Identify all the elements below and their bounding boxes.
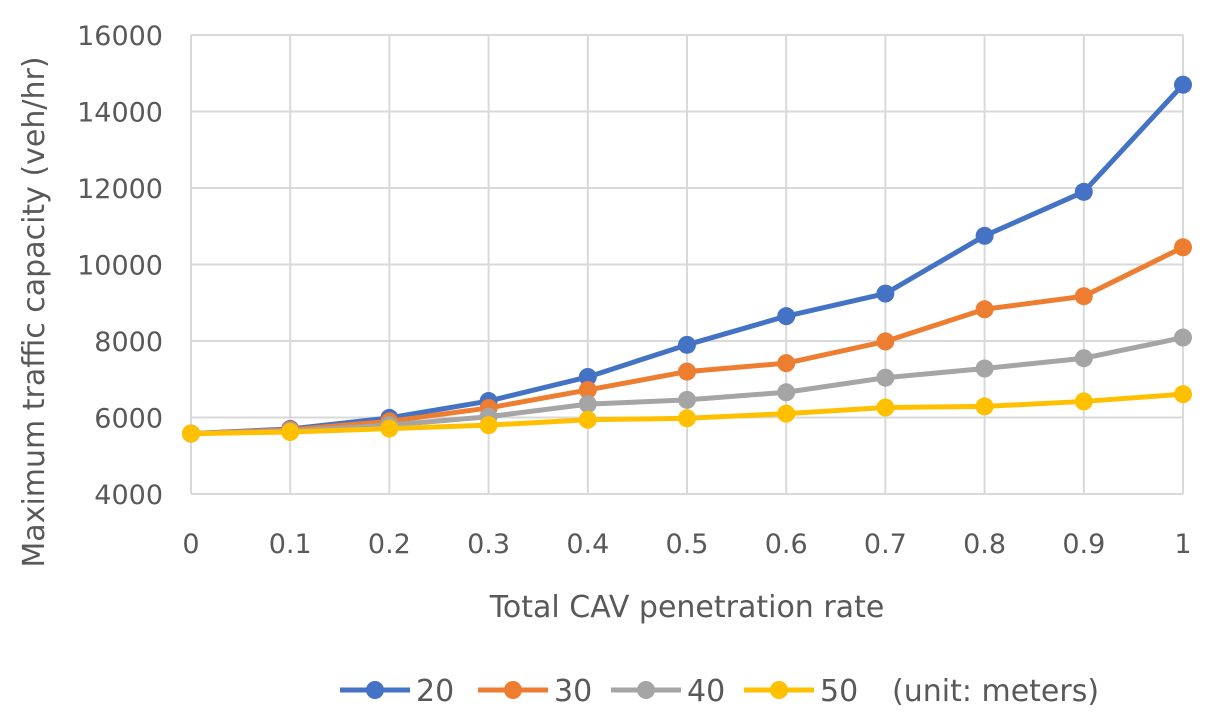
data-point	[678, 335, 696, 354]
x-tick-label: 0.6	[765, 529, 808, 560]
data-point	[678, 409, 696, 428]
data-point	[281, 423, 300, 442]
data-point	[479, 416, 498, 435]
data-point	[678, 362, 696, 381]
legend-marker	[366, 681, 384, 699]
data-point	[777, 354, 796, 373]
legend-label: 30	[554, 674, 592, 709]
data-point	[975, 226, 994, 245]
data-point	[876, 332, 895, 351]
data-point	[380, 419, 399, 438]
y-tick-label: 12000	[77, 174, 163, 205]
x-tick-label: 0.1	[269, 529, 312, 560]
data-point	[876, 284, 895, 303]
y-tick-label: 6000	[94, 404, 163, 435]
data-point	[1174, 328, 1192, 347]
legend-label: 50	[820, 674, 858, 709]
x-tick-label: 0.7	[864, 529, 907, 560]
data-point	[182, 424, 200, 443]
data-point	[1174, 75, 1192, 94]
data-point	[1074, 392, 1093, 411]
data-point	[578, 395, 597, 414]
axes: 4000 6000 8000 10000 12000 14000 16000 0 0.1 0.2 0…	[77, 21, 1192, 560]
data-point	[876, 368, 895, 387]
data-point	[876, 398, 895, 417]
legend-item-50: 50	[744, 674, 858, 709]
data-point	[975, 397, 994, 416]
x-axis-title: Total CAV penetration rate	[489, 590, 885, 625]
x-tick-label: 1	[1174, 529, 1191, 560]
legend-item-40: 40	[611, 674, 725, 709]
legend-unit-note: (unit: meters)	[892, 674, 1099, 709]
series-group	[182, 75, 1192, 443]
x-tick-label: 0	[182, 529, 199, 560]
legend-marker	[637, 681, 655, 699]
legend-marker	[504, 681, 522, 699]
data-point	[1074, 349, 1093, 368]
legend-item-30: 30	[478, 674, 592, 709]
data-point	[1174, 385, 1192, 404]
y-tick-label: 4000	[94, 480, 163, 511]
y-axis-title: Maximum traffic capacity (veh/hr)	[17, 56, 52, 567]
data-point	[1074, 287, 1093, 306]
legend: 20 30 40 50 (unit: meters)	[340, 674, 1099, 709]
data-point	[777, 307, 796, 326]
x-tick-label: 0.5	[666, 529, 709, 560]
x-tick-label: 0.3	[467, 529, 510, 560]
data-point	[975, 359, 994, 378]
data-point	[578, 367, 597, 386]
data-point	[578, 410, 597, 429]
y-tick-label: 16000	[77, 21, 163, 52]
legend-label: 20	[416, 674, 454, 709]
data-point	[1174, 238, 1192, 257]
x-tick-label: 0.8	[963, 529, 1006, 560]
y-tick-label: 8000	[94, 327, 163, 358]
legend-item-20: 20	[340, 674, 454, 709]
data-point	[1074, 182, 1093, 201]
data-point	[678, 390, 696, 409]
x-tick-label: 0.9	[1062, 529, 1105, 560]
data-point	[777, 383, 796, 402]
data-point	[975, 300, 994, 319]
x-tick-label: 0.4	[566, 529, 609, 560]
data-point	[777, 404, 796, 423]
data-point	[578, 380, 597, 399]
x-tick-label: 0.2	[368, 529, 411, 560]
legend-marker	[770, 681, 788, 699]
y-tick-label: 14000	[77, 98, 163, 129]
y-tick-label: 10000	[77, 251, 163, 282]
series-50	[182, 385, 1192, 443]
legend-label: 40	[687, 674, 725, 709]
